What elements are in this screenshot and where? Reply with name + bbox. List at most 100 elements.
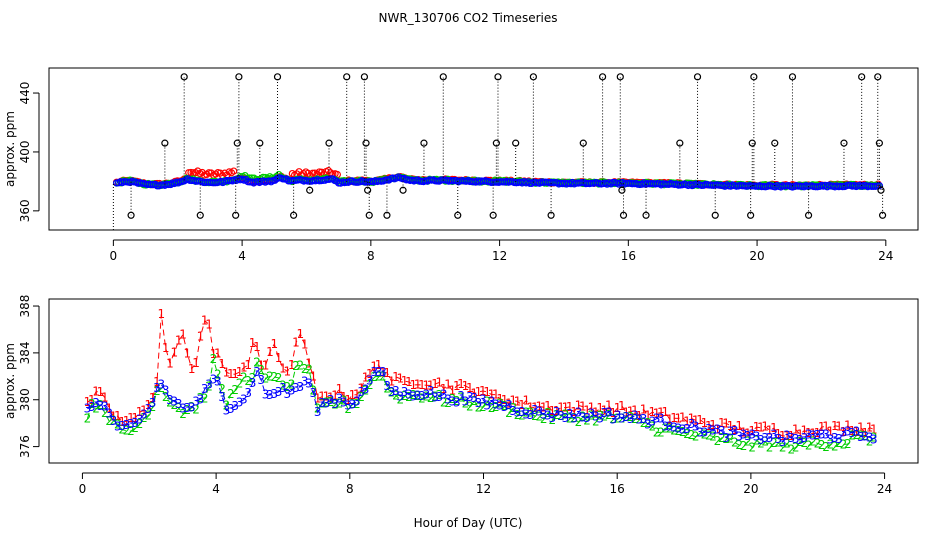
spike-point	[874, 73, 882, 81]
levels-marker-3: 3	[192, 394, 200, 408]
levels-marker-2: 2	[709, 429, 717, 443]
levels-marker-1: 1	[101, 391, 109, 405]
levels-marker-2: 2	[822, 440, 830, 454]
spike-point	[529, 73, 537, 81]
levels-marker-1: 1	[692, 413, 700, 427]
levels-marker-2: 2	[262, 371, 270, 385]
levels-marker-3: 3	[101, 399, 109, 413]
levels-marker-3: 3	[388, 385, 396, 399]
levels-marker-3: 3	[501, 400, 509, 414]
levels-marker-1: 1	[262, 358, 270, 372]
levels-marker-2: 2	[97, 398, 105, 412]
levels-marker-1: 1	[88, 393, 96, 407]
levels-marker-3: 3	[822, 428, 830, 442]
levels-marker-3: 3	[236, 396, 244, 410]
levels-marker-3: 3	[231, 399, 239, 413]
levels-marker-1: 1	[579, 400, 587, 414]
levels-marker-2: 2	[827, 438, 835, 452]
levels-marker-1: 1	[696, 413, 704, 427]
levels-marker-1: 1	[844, 419, 852, 433]
levels-marker-3: 3	[705, 422, 713, 436]
levels-marker-2: 2	[105, 414, 113, 428]
levels-marker-3: 3	[609, 413, 617, 427]
levels-marker-1: 1	[166, 356, 174, 370]
levels-marker-2: 2	[305, 363, 313, 377]
levels-marker-1: 1	[244, 358, 252, 372]
levels-marker-2: 2	[540, 412, 548, 426]
levels-marker-1: 1	[614, 401, 622, 415]
levels-marker-2: 2	[744, 435, 752, 449]
levels-marker-3: 3	[396, 389, 404, 403]
levels-marker-3: 3	[97, 399, 105, 413]
levels-marker-1: 1	[848, 424, 856, 438]
levels-marker-2: 2	[171, 398, 179, 412]
levels-marker-2: 2	[774, 436, 782, 450]
levels-marker-3: 3	[866, 430, 874, 444]
levels-marker-1: 1	[427, 378, 435, 392]
levels-y-tick-label: 388	[18, 295, 32, 318]
levels-marker-1: 1	[562, 401, 570, 415]
levels-marker-1: 1	[592, 405, 600, 419]
spike-point	[383, 211, 391, 219]
levels-marker-1: 1	[735, 419, 743, 433]
spike-point	[676, 139, 684, 147]
spike-point	[325, 139, 333, 147]
levels-marker-3: 3	[618, 412, 626, 426]
levels-marker-1: 1	[314, 392, 322, 406]
levels-marker-3: 3	[744, 429, 752, 443]
levels-marker-1: 1	[357, 382, 365, 396]
spike-point	[750, 73, 758, 81]
levels-marker-1: 1	[727, 419, 735, 433]
levels-marker-3: 3	[84, 402, 92, 416]
spike-point	[362, 139, 370, 147]
levels-marker-2: 2	[179, 407, 187, 421]
levels-marker-3: 3	[214, 375, 222, 389]
levels-marker-3: 3	[92, 396, 100, 410]
levels-marker-2: 2	[714, 434, 722, 448]
levels-marker-3: 3	[110, 414, 118, 428]
levels-marker-3: 3	[792, 432, 800, 446]
levels-marker-2: 2	[231, 383, 239, 397]
raw-plot-frame	[48, 67, 919, 231]
levels-marker-1: 1	[774, 427, 782, 441]
levels-marker-2: 2	[427, 391, 435, 405]
levels-marker-2: 2	[431, 390, 439, 404]
levels-marker-1: 1	[535, 399, 543, 413]
levels-marker-1: 1	[231, 367, 239, 381]
levels-marker-2: 2	[483, 394, 491, 408]
levels-marker-2: 2	[118, 423, 126, 437]
chart-title: NWR_130706 CO2 Timeseries	[379, 11, 558, 25]
levels-marker-3: 3	[457, 389, 465, 403]
levels-marker-2: 2	[596, 409, 604, 423]
levels-marker-2: 2	[101, 406, 109, 420]
levels-marker-1: 1	[575, 398, 583, 412]
levels-marker-3: 3	[349, 397, 357, 411]
levels-marker-3: 3	[144, 402, 152, 416]
levels-marker-2: 2	[157, 381, 165, 395]
levels-marker-2: 2	[292, 359, 300, 373]
levels-marker-3: 3	[688, 417, 696, 431]
levels-marker-1: 1	[440, 382, 448, 396]
levels-marker-1: 1	[566, 400, 574, 414]
levels-marker-1: 1	[675, 411, 683, 425]
levels-marker-2: 2	[657, 425, 665, 439]
levels-marker-1: 1	[240, 361, 248, 375]
spike-point	[489, 211, 497, 219]
levels-marker-1: 1	[127, 411, 135, 425]
levels-marker-1: 1	[827, 424, 835, 438]
levels-y-tick-label: 380	[18, 388, 32, 411]
levels-marker-3: 3	[714, 422, 722, 436]
levels-marker-3: 3	[588, 406, 596, 420]
levels-marker-2: 2	[479, 400, 487, 414]
spike-point	[858, 73, 866, 81]
levels-marker-2: 2	[470, 394, 478, 408]
levels-marker-3: 3	[427, 384, 435, 398]
levels-marker-1: 1	[105, 401, 113, 415]
levels-marker-1: 1	[275, 351, 283, 365]
levels-marker-3: 3	[731, 424, 739, 438]
spike-point	[235, 73, 243, 81]
levels-marker-1: 1	[331, 388, 339, 402]
levels-marker-3: 3	[431, 391, 439, 405]
